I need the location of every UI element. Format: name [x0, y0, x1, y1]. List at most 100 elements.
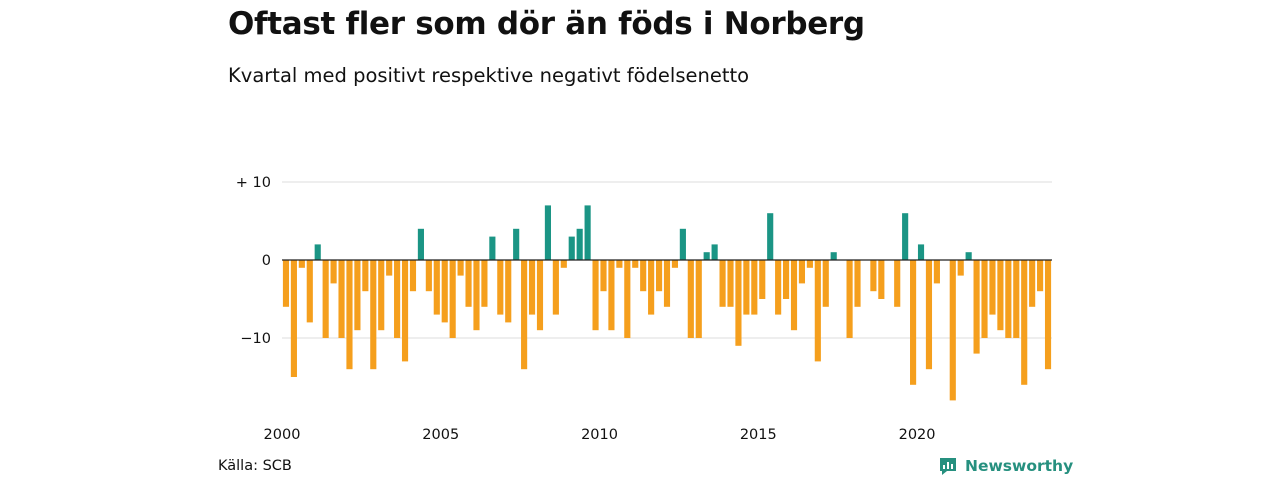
bar — [679, 228, 686, 260]
y-tick-label: −10 — [240, 331, 271, 347]
bar — [917, 244, 925, 260]
bar — [822, 260, 829, 307]
bar — [322, 260, 329, 338]
bar — [576, 228, 583, 260]
bar — [711, 244, 718, 260]
bar — [489, 236, 496, 260]
bar — [401, 260, 409, 362]
bar — [552, 260, 559, 315]
chart-subtitle: Kvartal med positivt respektive negativt… — [228, 64, 750, 87]
bar — [743, 260, 750, 315]
bar — [608, 260, 615, 331]
bar — [528, 260, 536, 315]
bar — [417, 228, 424, 260]
bar — [592, 260, 599, 331]
bar — [330, 260, 337, 284]
bar — [481, 260, 488, 307]
bar — [465, 260, 472, 307]
bar — [775, 260, 782, 315]
bar — [870, 260, 877, 292]
bar — [386, 260, 393, 276]
bar — [671, 260, 679, 268]
y-tick-label: + 10 — [236, 175, 271, 191]
x-tick-label: 2000 — [264, 427, 301, 443]
bar — [1029, 260, 1036, 307]
brand-name: Newsworthy — [965, 457, 1074, 475]
bar — [957, 260, 964, 276]
bar — [751, 260, 758, 315]
bar — [814, 260, 821, 362]
bar — [560, 260, 567, 268]
bar — [290, 260, 297, 377]
bar — [719, 260, 726, 307]
bar — [346, 260, 353, 370]
x-tick-label: 2010 — [581, 427, 618, 443]
bar — [933, 260, 940, 284]
bar — [640, 260, 647, 292]
bar — [973, 260, 980, 354]
bar — [759, 260, 766, 299]
bar — [433, 260, 440, 315]
bar — [314, 244, 321, 260]
bar — [306, 260, 313, 323]
bar — [727, 260, 734, 307]
bar — [473, 260, 480, 331]
bar — [338, 260, 345, 338]
bar — [997, 260, 1004, 331]
bar — [457, 260, 464, 276]
bar — [687, 260, 694, 338]
bar — [830, 252, 837, 260]
x-tick-label: 2020 — [899, 427, 936, 443]
bar — [282, 260, 290, 307]
x-tick-label: 2015 — [740, 427, 777, 443]
bar — [981, 260, 988, 338]
bar — [298, 260, 305, 268]
bar — [878, 260, 885, 299]
source-note: Källa: SCB — [218, 458, 292, 474]
bar — [949, 260, 956, 401]
bar — [735, 260, 742, 346]
bar — [536, 260, 544, 331]
bar — [568, 236, 575, 260]
brand-logo: Newsworthy — [938, 456, 1073, 476]
bar — [783, 260, 790, 299]
bar — [663, 260, 671, 307]
bar — [1005, 260, 1012, 338]
bar — [624, 260, 631, 338]
bar — [521, 260, 528, 370]
bar — [790, 260, 798, 331]
bar — [1013, 260, 1020, 338]
bar — [441, 260, 448, 323]
bar — [409, 260, 417, 292]
bar — [378, 260, 385, 331]
bars — [282, 205, 1052, 401]
chart-title: Oftast fler som dör än föds i Norberg — [228, 6, 865, 42]
bar — [1021, 260, 1028, 385]
bar — [544, 205, 551, 260]
axes: + 10 0 −10 2000 2005 2010 2015 2020 — [236, 175, 1052, 443]
bar — [449, 260, 456, 338]
bar — [354, 260, 361, 331]
y-tick-label: 0 — [262, 253, 271, 269]
bar — [648, 260, 655, 315]
bar — [1044, 260, 1052, 370]
bar — [902, 213, 909, 260]
bar — [989, 260, 996, 315]
bar — [394, 260, 401, 338]
bar — [584, 205, 591, 260]
bar — [894, 260, 901, 307]
bar — [362, 260, 369, 292]
bar — [632, 260, 639, 268]
bar — [695, 260, 702, 338]
bar — [1037, 260, 1044, 292]
bar — [616, 260, 623, 268]
x-tick-label: 2005 — [422, 427, 459, 443]
bar — [846, 260, 853, 338]
bar — [767, 213, 774, 260]
bar — [655, 260, 663, 292]
bar — [370, 260, 377, 370]
bar — [965, 252, 972, 260]
bar — [806, 260, 813, 268]
grid-lines — [282, 181, 1052, 339]
